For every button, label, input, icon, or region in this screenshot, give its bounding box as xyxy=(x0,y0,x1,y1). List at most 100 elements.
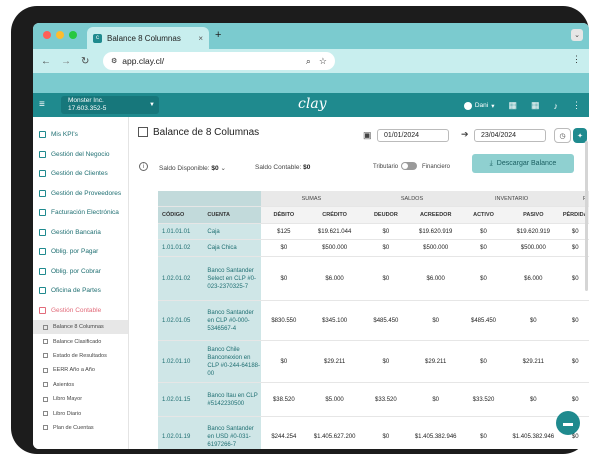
sidebar-subitem[interactable]: Plan de Cuentas xyxy=(33,421,128,435)
col-activo[interactable]: ACTIVO xyxy=(473,212,494,218)
sidebar-subitem[interactable]: Estado de Resultados xyxy=(33,349,128,363)
url-text[interactable]: app.clay.cl/ xyxy=(122,56,165,66)
minimize-window-button[interactable] xyxy=(56,31,64,39)
cell-codigo[interactable]: 1.02.01.15 xyxy=(158,383,204,416)
cell-activo: $0 xyxy=(480,275,487,282)
browser-menu-icon[interactable]: ⋮ xyxy=(572,54,581,64)
col-cuenta[interactable]: CUENTA xyxy=(203,207,261,223)
cell-deudor: $0 xyxy=(382,245,390,251)
apps-grid-icon[interactable]: ▦ xyxy=(508,100,517,110)
reload-icon[interactable]: ↻ xyxy=(81,55,90,67)
close-window-button[interactable] xyxy=(43,31,51,39)
col-pasivo[interactable]: PASIVO xyxy=(523,212,544,218)
table-row[interactable]: 1.02.01.05 Banco Santander en CLP #0-000-… xyxy=(158,301,589,341)
sidebar-subitem[interactable]: Balance Clasificado xyxy=(33,334,128,348)
cell-codigo[interactable]: 1.02.01.02 xyxy=(158,257,204,300)
tab-close-icon[interactable]: × xyxy=(198,33,203,43)
cell-cuenta[interactable]: Caja Chica xyxy=(203,240,261,256)
sidebar-subitem-label: Libro Mayor xyxy=(53,396,83,403)
sidebar-subitem[interactable]: Asientos xyxy=(33,378,128,392)
sidebar-subitem[interactable]: Libro Diario xyxy=(33,406,128,420)
collapse-menu-icon[interactable]: ≡ xyxy=(39,99,45,110)
browser-tab[interactable]: c Balance 8 Columnas × xyxy=(87,27,209,49)
cell-acreedor: $6.000 xyxy=(426,275,445,282)
col-perdida[interactable]: PÉRDIDA xyxy=(562,212,588,218)
zoom-icon[interactable]: ⌕ xyxy=(305,56,311,66)
sidebar-item[interactable]: Oficina de Partes xyxy=(33,281,128,301)
cell-cuenta[interactable]: Banco Santander en CLP #0-000-5346567-4 xyxy=(203,301,261,340)
group-sumas: SUMAS xyxy=(301,195,322,202)
sidebar-item[interactable]: Oblig. por Cobrar xyxy=(33,262,128,282)
company-selector[interactable]: Monster Inc. 17.603.352-5 ▼ xyxy=(61,96,159,114)
sidebar-item-label: Gestión de Proveedores xyxy=(51,189,122,197)
cell-cuenta[interactable]: Banco Itau en CLP #5142230500 xyxy=(203,383,261,416)
sidebar-item-label: Gestión Contable xyxy=(51,306,102,314)
group-resultados: R xyxy=(561,191,589,206)
table-row[interactable]: 1.02.01.10 Banco Chile Banconexion en CLP… xyxy=(158,341,589,383)
cell-cuenta[interactable]: Banco Santander Select en CLP #0-023-237… xyxy=(203,257,261,300)
table-row[interactable]: 1.02.01.02 Banco Santander Select en CLP … xyxy=(158,257,589,301)
col-deudor[interactable]: DEUDOR xyxy=(373,212,398,218)
sidebar-item[interactable]: Gestión Bancaria xyxy=(33,223,128,243)
cell-codigo[interactable]: 1.01.01.01 xyxy=(158,224,204,239)
table-row[interactable]: 1.02.01.19 Banco Santander en USD #0-031-… xyxy=(158,417,589,449)
cell-cuenta[interactable]: Banco Chile Banconexion en CLP #0-244-64… xyxy=(203,341,261,382)
forward-arrow-icon[interactable]: → xyxy=(61,55,71,67)
cell-activo: $33.520 xyxy=(472,396,495,403)
notifications-bell-icon[interactable]: ♪ xyxy=(553,100,559,111)
history-button[interactable]: ◷ xyxy=(554,128,571,143)
col-debito[interactable]: DÉBITO xyxy=(273,212,295,218)
sidebar-subitem[interactable]: EERR Año a Año xyxy=(33,363,128,377)
saldo-disponible[interactable]: Saldo Disponible: $0 ⌄ xyxy=(159,164,226,172)
site-settings-icon[interactable]: ⚙ xyxy=(111,58,118,65)
date-from-input[interactable]: 01/01/2024 xyxy=(377,129,449,142)
sidebar-item[interactable]: Facturación Electrónica xyxy=(33,203,128,223)
cell-codigo[interactable]: 1.02.01.10 xyxy=(158,341,204,382)
sidebar-subitem[interactable]: Libro Mayor xyxy=(33,392,128,406)
maximize-window-button[interactable] xyxy=(69,31,77,39)
cell-codigo[interactable]: 1.02.01.19 xyxy=(158,417,204,449)
sidebar-item[interactable]: Gestión de Proveedores xyxy=(33,184,128,204)
cell-cuenta[interactable]: Banco Santander en USD #0-031-6197266-7 xyxy=(203,417,261,449)
office-icon xyxy=(39,287,46,295)
url-bar[interactable]: ⚙ app.clay.cl/ ⌕ ☆ xyxy=(103,52,335,70)
sidebar-item[interactable]: Mis KPI's xyxy=(33,125,128,145)
sidebar-item[interactable]: Gestión del Negocio xyxy=(33,145,128,165)
cell-codigo[interactable]: 1.01.01.02 xyxy=(158,240,204,256)
tab-list-chevron-icon[interactable]: ⌄ xyxy=(571,29,583,41)
col-credito[interactable]: CRÉDITO xyxy=(322,212,347,218)
sidebar-subitem-label: EERR Año a Año xyxy=(53,367,95,374)
cell-debito: $125 xyxy=(277,228,291,235)
user-menu[interactable]: Dani ▾ xyxy=(463,101,494,110)
tributario-financiero-toggle[interactable] xyxy=(401,162,417,170)
business-icon xyxy=(39,150,46,158)
company-name: Monster Inc. xyxy=(68,97,104,104)
group-saldos: SALDOS xyxy=(400,195,424,202)
sidebar-subitem[interactable]: Balance 8 Columnas xyxy=(33,320,128,335)
page-scrollbar[interactable] xyxy=(585,141,588,291)
sidebar-item[interactable]: Gestión de Clientes xyxy=(33,164,128,184)
cell-codigo[interactable]: 1.02.01.05 xyxy=(158,301,204,340)
cell-cuenta[interactable]: Caja xyxy=(203,224,261,239)
date-to-input[interactable]: 23/04/2024 xyxy=(474,129,546,142)
lightbulb-icon: ✦ xyxy=(577,132,583,140)
clock-icon: ◷ xyxy=(559,132,566,140)
bookmark-star-icon[interactable]: ☆ xyxy=(318,56,327,66)
table-row[interactable]: 1.01.01.02 Caja Chica $0 $500.000 $0 $500.000… xyxy=(158,240,589,257)
saldo-disponible-label: Saldo Disponible: xyxy=(159,165,210,172)
download-balance-button[interactable]: ⤓ Descargar Balance xyxy=(472,154,574,173)
more-options-icon[interactable]: ⋮ xyxy=(572,100,581,110)
back-arrow-icon[interactable]: ← xyxy=(41,55,51,67)
info-icon[interactable]: i xyxy=(139,162,148,171)
chat-button[interactable]: ▬ xyxy=(556,411,580,435)
col-codigo[interactable]: CÓDIGO xyxy=(158,207,204,223)
col-acreedor[interactable]: ACREEDOR xyxy=(419,212,452,218)
table-row[interactable]: 1.01.01.01 Caja $125 $19.621.044 $0 $19.620.9… xyxy=(158,224,589,240)
new-tab-button[interactable]: + xyxy=(215,29,222,41)
modules-grid-icon[interactable]: ▦ xyxy=(530,100,540,110)
tips-button[interactable]: ✦ xyxy=(573,128,587,143)
sidebar-item[interactable]: Gestión Contable xyxy=(33,301,128,321)
sidebar-item-label: Oficina de Partes xyxy=(51,287,101,295)
sidebar-item[interactable]: Oblig. por Pagar xyxy=(33,242,128,262)
table-row[interactable]: 1.02.01.15 Banco Itau en CLP #5142230500 $… xyxy=(158,383,589,417)
